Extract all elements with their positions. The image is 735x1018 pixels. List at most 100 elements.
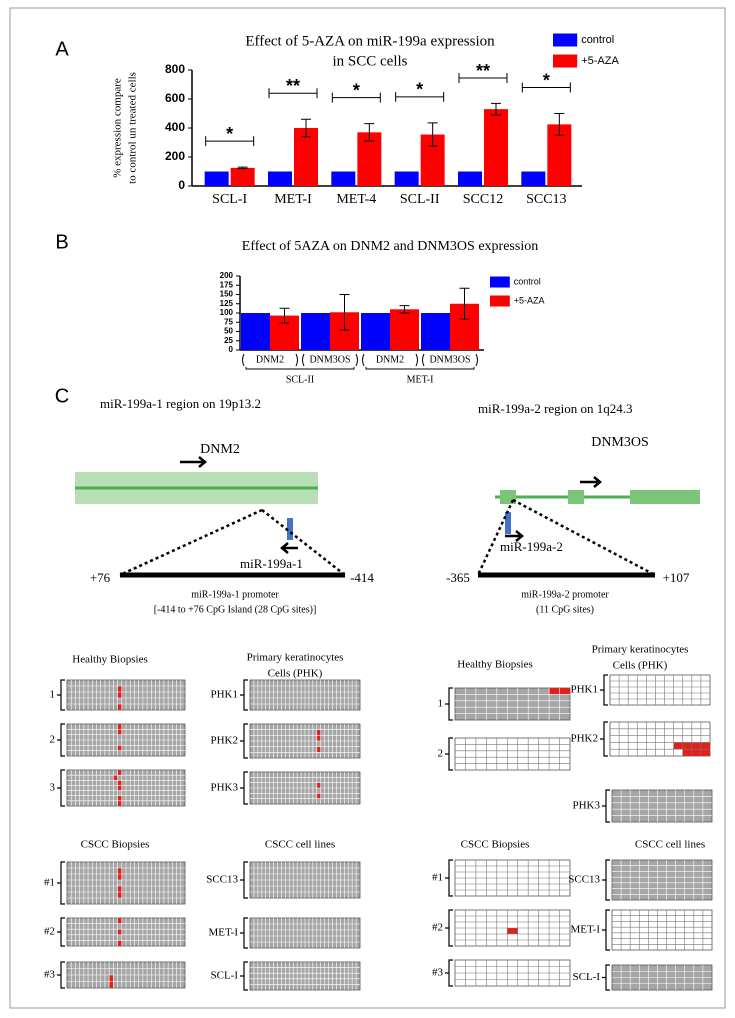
methylated-cell [117,886,122,892]
row-label: MET-I [208,927,238,939]
group-bracket [365,367,475,370]
y-tick-label: 400 [165,120,185,134]
exon [500,490,516,504]
significance-label: * [416,80,423,100]
methylated-cell [682,749,692,756]
error-bar [237,166,248,170]
panel-label: B [55,231,68,253]
brace [57,961,65,989]
x-tick-label: DNM2 [376,354,404,365]
zoom-lines [476,498,656,577]
brace [445,909,453,947]
row-label: #1 [432,872,443,884]
bar [241,313,270,350]
legend-label: +5-AZA [514,295,545,305]
gene-label: DNM2 [200,442,240,457]
error-bar [459,287,470,320]
x-tick-label: SCC12 [463,192,503,207]
group-title: CSCC Biopsies [461,839,530,851]
methylation-grid [611,789,713,823]
methylated-cell [691,749,701,756]
methylated-cell [117,795,122,801]
brace [600,674,608,706]
row-label: PHK2 [570,733,598,745]
row-label: #3 [432,967,444,979]
significance-label: ** [476,61,490,81]
row-label: 3 [50,782,56,794]
y-tick-label: 0 [178,178,185,192]
methylated-cell [117,745,122,751]
y-tick-label: 100 [220,308,234,317]
methylated-cell [316,782,321,788]
bar [301,313,330,350]
grid-lines [455,860,570,896]
category-bracket [242,353,298,367]
significance-bracket [268,88,318,99]
methylated-cell [316,735,321,741]
group-title: Cells (PHK) [613,660,668,672]
brace [445,859,453,897]
x-tick-label: DNM3OS [429,354,470,365]
methylated-cell [691,742,701,750]
methylated-cell [117,770,122,776]
grid-lines [455,688,570,720]
exon [630,490,700,504]
group-title: CSCC Biopsies [81,839,150,851]
bar [394,171,419,186]
error-bar [554,113,565,136]
coordinate: -365 [446,570,470,585]
brace [240,679,248,711]
methylated-cell [113,775,118,781]
group-title: CSCC cell lines [635,839,705,851]
brace [445,959,453,987]
legend-label: control [581,34,614,46]
left-locus [75,456,346,578]
grid-lines [612,910,712,950]
methylated-cell [117,929,122,935]
grid-lines [610,722,710,756]
brace [602,789,610,823]
grid-lines [67,918,185,946]
grid-lines [250,772,360,804]
arrow [580,476,602,488]
grid-lines [610,675,710,705]
brace [57,769,65,807]
error-bar [339,294,350,331]
arrow [280,542,298,554]
methylated-cell [117,729,122,735]
y-tick-label: 200 [165,149,185,163]
row-label: #2 [432,922,443,934]
methylated-cell [682,742,692,750]
panel-label: C [55,385,69,407]
significance-bracket [521,82,571,93]
significance-bracket [205,136,255,147]
bar [390,309,419,350]
methylated-cell [316,746,321,753]
y-tick-label: 200 [220,271,234,280]
row-label: #1 [44,877,55,889]
row-label: PHK2 [210,735,238,747]
x-tick-label: SCC13 [526,192,566,207]
group-label: SCL-II [286,374,314,385]
group-title: Healthy Biopsies [457,659,532,671]
mirna-mark [505,512,511,534]
methylated-cell [117,874,122,880]
group-label: MET-I [407,374,434,385]
brace [240,723,248,759]
x-tick-label: SCL-II [400,192,440,207]
bar [204,171,229,186]
methylated-cell [117,704,122,710]
methylated-cell [117,918,122,924]
methylated-cell [700,749,710,756]
group-title: Primary keratinocytes [247,652,344,664]
exon [568,490,584,504]
promoter-note: (11 CpG sites) [536,604,594,615]
grid-lines [612,790,712,822]
grid-lines [455,738,570,770]
bar [484,109,508,186]
row-label: SCC13 [568,874,600,886]
error-bar [279,307,290,324]
bar [521,171,546,186]
methylated-cell [117,780,122,786]
